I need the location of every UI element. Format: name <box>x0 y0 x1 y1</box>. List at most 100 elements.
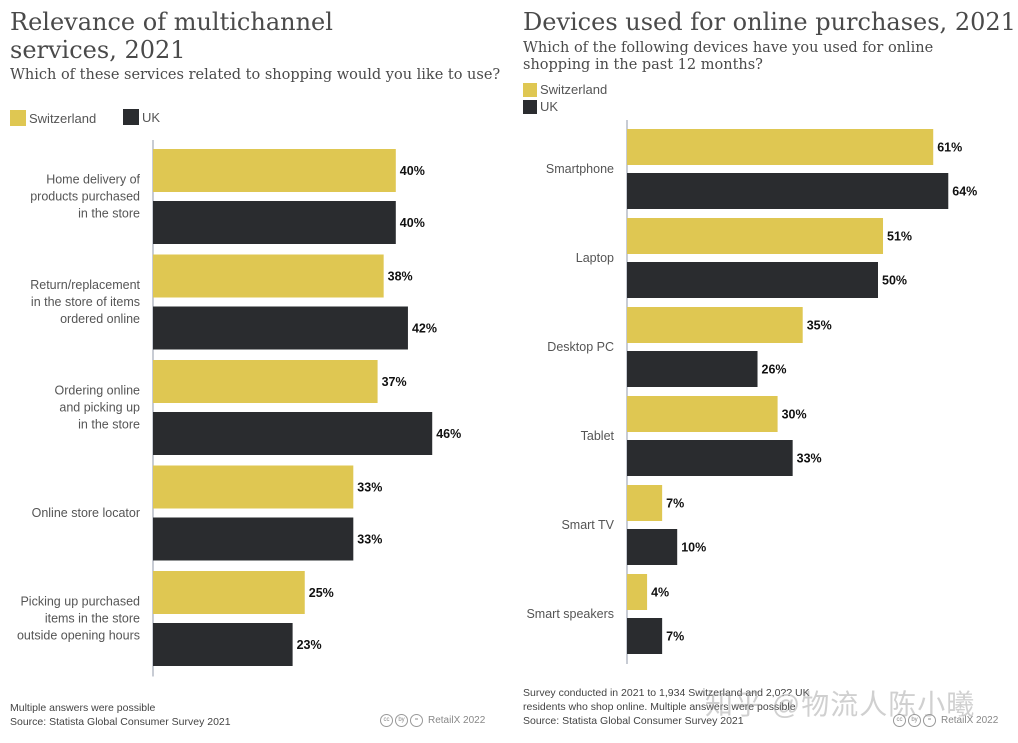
category-label: Smart TV <box>561 518 614 532</box>
category-label: Home delivery of <box>46 173 140 187</box>
left-chart-title: Relevance of multichannel services, 2021 <box>10 8 333 64</box>
bar-uk-2 <box>153 412 433 455</box>
right-legend-uk: UK <box>523 99 558 114</box>
right-source: Source: Statista Global Consumer Survey … <box>523 715 744 727</box>
bar-uk-1 <box>153 306 408 350</box>
left-footnote: Multiple answers were possible <box>10 702 156 714</box>
left-brand: cc by = RetailX 2022 <box>380 714 485 727</box>
bar-uk-0 <box>627 173 949 209</box>
data-label: 61% <box>937 141 962 155</box>
category-label: Laptop <box>576 251 614 265</box>
category-label: Desktop PC <box>547 340 614 354</box>
left-footer: Multiple answers were possible Source: S… <box>10 701 231 729</box>
bar-uk-0 <box>153 201 396 244</box>
data-label: 33% <box>797 452 822 466</box>
bar-switzerland-3 <box>627 396 778 432</box>
bar-switzerland-0 <box>153 149 396 192</box>
bar-uk-1 <box>627 262 878 298</box>
data-label: 7% <box>666 630 684 644</box>
legend-label-uk: UK <box>142 109 161 125</box>
bar-uk-5 <box>627 618 663 654</box>
legend-label-switzerland: Switzerland <box>29 110 97 126</box>
data-label: 46% <box>436 427 461 441</box>
data-label: 64% <box>952 185 977 199</box>
bar-switzerland-5 <box>627 574 648 610</box>
right-footnote-line-1: Survey conducted in 2021 to 1,934 Switze… <box>523 687 810 699</box>
data-label: 35% <box>807 319 832 333</box>
legend-swatch-switzerland <box>10 110 26 126</box>
data-label: 40% <box>400 164 425 178</box>
data-label: 4% <box>651 586 669 600</box>
left-title-line-1: Relevance of multichannel <box>10 8 333 36</box>
right-subtitle-line-1: Which of the following devices have you … <box>523 40 934 56</box>
bar-uk-4 <box>627 529 678 565</box>
category-label: Online store locator <box>32 506 140 520</box>
bar-uk-2 <box>627 351 758 387</box>
category-label: Tablet <box>581 429 615 443</box>
cc-icon: cc <box>893 714 906 727</box>
bar-switzerland-2 <box>627 307 803 343</box>
left-title-line-2: services, 2021 <box>10 36 186 64</box>
data-label: 42% <box>412 322 437 336</box>
data-label: 40% <box>400 216 425 230</box>
bar-uk-4 <box>153 623 293 666</box>
data-label: 26% <box>762 363 787 377</box>
category-label: Ordering online <box>55 384 141 398</box>
data-label: 33% <box>357 481 382 495</box>
bar-uk-3 <box>153 517 354 561</box>
right-footnote-line-2: residents who shop online. Multiple answ… <box>523 701 796 713</box>
right-bar-chart: 61% 64% Smartphone 51% 50% Laptop 35% 26% Deskto… <box>526 120 977 664</box>
legend-label-switzerland: Switzerland <box>540 82 608 97</box>
left-legend-uk: UK <box>123 109 160 125</box>
attribution-icon: by <box>395 714 408 727</box>
data-label: 37% <box>382 375 407 389</box>
legend-swatch-uk <box>123 109 139 125</box>
left-bar-chart: 40% 40% Home delivery of products purchased… <box>17 140 461 677</box>
legend-swatch-uk <box>523 99 537 114</box>
right-chart-title: Devices used for online purchases, 2021 <box>523 8 1016 36</box>
bar-switzerland-2 <box>153 360 378 403</box>
bar-switzerland-1 <box>153 254 384 298</box>
bar-switzerland-4 <box>627 485 663 521</box>
category-label: ordered online <box>60 312 140 326</box>
watermark: 知乎 @物流人陈小曦 <box>705 689 976 720</box>
bar-switzerland-4 <box>153 571 305 614</box>
data-label: 51% <box>887 230 912 244</box>
data-label: 10% <box>681 541 706 555</box>
bar-switzerland-3 <box>153 465 354 509</box>
category-label: items in the store <box>45 612 140 626</box>
cc-icon: cc <box>380 714 393 727</box>
left-brand-label: RetailX 2022 <box>428 715 486 726</box>
right-brand-label: RetailX 2022 <box>941 715 999 726</box>
data-label: 25% <box>309 586 334 600</box>
category-label: outside opening hours <box>17 629 140 643</box>
data-label: 33% <box>357 533 382 547</box>
data-label: 7% <box>666 497 684 511</box>
data-label: 23% <box>297 638 322 652</box>
category-label: Return/replacement <box>30 278 140 292</box>
bar-switzerland-0 <box>627 129 934 165</box>
left-legend-switzerland: Switzerland <box>10 110 96 126</box>
noderivs-icon: = <box>410 714 423 727</box>
right-brand: cc by = RetailX 2022 <box>893 714 998 727</box>
attribution-icon: by <box>908 714 921 727</box>
noderivs-icon: = <box>923 714 936 727</box>
category-label: in the store <box>78 418 140 432</box>
data-label: 50% <box>882 274 907 288</box>
left-source: Source: Statista Global Consumer Survey … <box>10 716 231 728</box>
category-label: Picking up purchased <box>20 595 140 609</box>
category-label: in the store <box>78 207 140 221</box>
category-label: Smartphone <box>546 162 614 176</box>
category-label: products purchased <box>30 190 140 204</box>
right-footer: Survey conducted in 2021 to 1,934 Switze… <box>523 686 810 728</box>
category-label: and picking up <box>59 401 140 415</box>
category-label: Smart speakers <box>526 607 614 621</box>
category-label: in the store of items <box>31 295 140 309</box>
right-chart-subtitle: Which of the following devices have you … <box>523 40 933 74</box>
data-label: 30% <box>782 408 807 422</box>
right-legend-switzerland: Switzerland <box>523 82 607 97</box>
left-chart-subtitle: Which of these services related to shopp… <box>10 67 501 83</box>
legend-swatch-switzerland <box>523 82 537 97</box>
bar-uk-3 <box>627 440 793 476</box>
bar-switzerland-1 <box>627 218 884 254</box>
